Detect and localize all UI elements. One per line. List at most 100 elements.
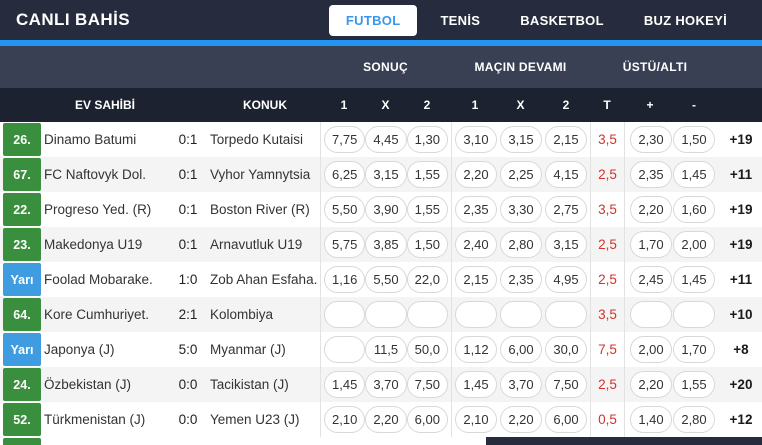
away-team: Torpedo Kutaisi [210,132,304,147]
odds-devami[interactable]: 1,45 [455,371,497,398]
odds-sonuc[interactable]: 1,55 [406,196,448,223]
odds-sonuc[interactable]: 4,45 [365,126,407,153]
odds-sonuc[interactable]: 2,20 [365,406,407,433]
odds-devami[interactable]: 3,15 [545,231,587,258]
odds-sonuc[interactable]: 11,5 [365,336,407,363]
odds-devami[interactable]: 2,10 [455,406,497,433]
odds-sonuc[interactable]: 7,50 [406,371,448,398]
odds-sonuc[interactable]: 7,75 [324,126,366,153]
odds-devami[interactable]: 2,75 [545,196,587,223]
odds-over[interactable]: 1,70 [630,231,672,258]
away-team: Vyhor Yamnytsia [210,167,311,182]
odds-sonuc[interactable]: 6,25 [324,161,366,188]
market-count[interactable]: +19 [729,202,753,217]
odds-devami[interactable] [500,301,542,328]
odds-under[interactable]: 1,50 [673,126,715,153]
odds-devami[interactable]: 3,10 [455,126,497,153]
odds-sonuc[interactable]: 1,50 [406,231,448,258]
odds-sonuc[interactable]: 5,50 [365,266,407,293]
tab-tenis[interactable]: TENİS [440,12,481,28]
market-count[interactable]: +11 [729,167,753,182]
total-line: 3,5 [590,297,624,332]
odds-sonuc[interactable]: 1,16 [324,266,366,293]
market-count[interactable]: +12 [729,412,753,427]
odds-over[interactable]: 2,30 [630,126,672,153]
odds-devami[interactable]: 6,00 [545,406,587,433]
odds-devami[interactable] [545,301,587,328]
odds-under[interactable]: 1,60 [673,196,715,223]
market-count[interactable]: +10 [729,307,753,322]
odds-sonuc[interactable] [324,336,366,363]
odds-devami[interactable]: 2,15 [545,126,587,153]
odds-sonuc[interactable]: 3,15 [365,161,407,188]
odds-sonuc[interactable]: 3,70 [365,371,407,398]
odds-sonuc[interactable]: 50,0 [406,336,448,363]
odds-devami[interactable]: 4,95 [545,266,587,293]
odds-devami[interactable]: 2,35 [455,196,497,223]
odds-devami[interactable]: 2,80 [500,231,542,258]
market-count[interactable]: +8 [733,342,749,357]
odds-sonuc[interactable]: 2,10 [324,406,366,433]
odds-over[interactable]: 2,20 [630,196,672,223]
odds-under[interactable]: 1,45 [673,266,715,293]
odds-under[interactable]: 1,45 [673,161,715,188]
odds-sonuc[interactable]: 1,30 [406,126,448,153]
total-line: 2,5 [590,157,624,192]
odds-devami[interactable]: 2,25 [500,161,542,188]
match-row[interactable]: 67. FC Naftovyk Dol. 0:1 Vyhor Yamnytsia… [0,157,762,192]
odds-devami[interactable]: 4,15 [545,161,587,188]
odds-devami[interactable]: 6,00 [500,336,542,363]
odds-sonuc[interactable]: 5,75 [324,231,366,258]
odds-sonuc[interactable] [365,301,407,328]
match-row[interactable]: Yarı Japonya (J) 5:0 Myanmar (J) 11,5 50… [0,332,762,367]
odds-sonuc[interactable] [324,301,366,328]
odds-sonuc[interactable] [406,301,448,328]
odds-devami[interactable]: 7,50 [545,371,587,398]
odds-under[interactable]: 1,70 [673,336,715,363]
match-row[interactable]: Yarı Foolad Mobarake. 1:0 Zob Ahan Esfah… [0,262,762,297]
odds-sonuc[interactable]: 6,00 [406,406,448,433]
odds-under[interactable]: 1,55 [673,371,715,398]
match-row[interactable]: 23. Makedonya U19 0:1 Arnavutluk U19 5,7… [0,227,762,262]
tab-basketbol[interactable]: BASKETBOL [520,12,604,28]
odds-under[interactable]: 2,00 [673,231,715,258]
odds-devami[interactable]: 2,15 [455,266,497,293]
odds-over[interactable]: 2,45 [630,266,672,293]
odds-over[interactable]: 1,40 [630,406,672,433]
tab-buz-hokeyi[interactable]: BUZ HOKEYİ [643,12,727,28]
total-line: 2,5 [590,227,624,262]
tab-futbol[interactable]: FUTBOL [328,4,418,36]
odds-sonuc[interactable]: 5,50 [324,196,366,223]
market-count[interactable]: +11 [729,272,753,287]
odds-sonuc[interactable]: 1,45 [324,371,366,398]
odds-over[interactable] [630,301,672,328]
odds-sonuc[interactable]: 1,55 [406,161,448,188]
match-row[interactable]: 26. Dinamo Batumi 0:1 Torpedo Kutaisi 7,… [0,122,762,157]
odds-devami[interactable]: 2,40 [455,231,497,258]
odds-devami[interactable]: 3,15 [500,126,542,153]
odds-devami[interactable]: 2,20 [455,161,497,188]
market-count[interactable]: +20 [729,377,753,392]
market-count[interactable]: +19 [729,237,753,252]
odds-sonuc[interactable]: 3,90 [365,196,407,223]
odds-devami[interactable]: 1,12 [455,336,497,363]
match-row[interactable]: 24. Özbekistan (J) 0:0 Tacikistan (J) 1,… [0,367,762,402]
odds-devami[interactable]: 3,30 [500,196,542,223]
match-row[interactable]: 52. Türkmenistan (J) 0:0 Yemen U23 (J) 2… [0,402,762,437]
score: 0:0 [178,412,198,427]
market-count[interactable]: +19 [729,132,753,147]
odds-devami[interactable] [455,301,497,328]
odds-devami[interactable]: 30,0 [545,336,587,363]
odds-devami[interactable]: 3,70 [500,371,542,398]
odds-sonuc[interactable]: 22,0 [406,266,448,293]
odds-under[interactable]: 2,80 [673,406,715,433]
odds-over[interactable]: 2,20 [630,371,672,398]
odds-devami[interactable]: 2,35 [500,266,542,293]
odds-sonuc[interactable]: 3,85 [365,231,407,258]
match-row[interactable]: 64. Kore Cumhuriyet. 2:1 Kolombiya 3,5 +… [0,297,762,332]
odds-devami[interactable]: 2,20 [500,406,542,433]
odds-over[interactable]: 2,00 [630,336,672,363]
odds-under[interactable] [673,301,715,328]
odds-over[interactable]: 2,35 [630,161,672,188]
match-row[interactable]: 22. Progreso Yed. (R) 0:1 Boston River (… [0,192,762,227]
